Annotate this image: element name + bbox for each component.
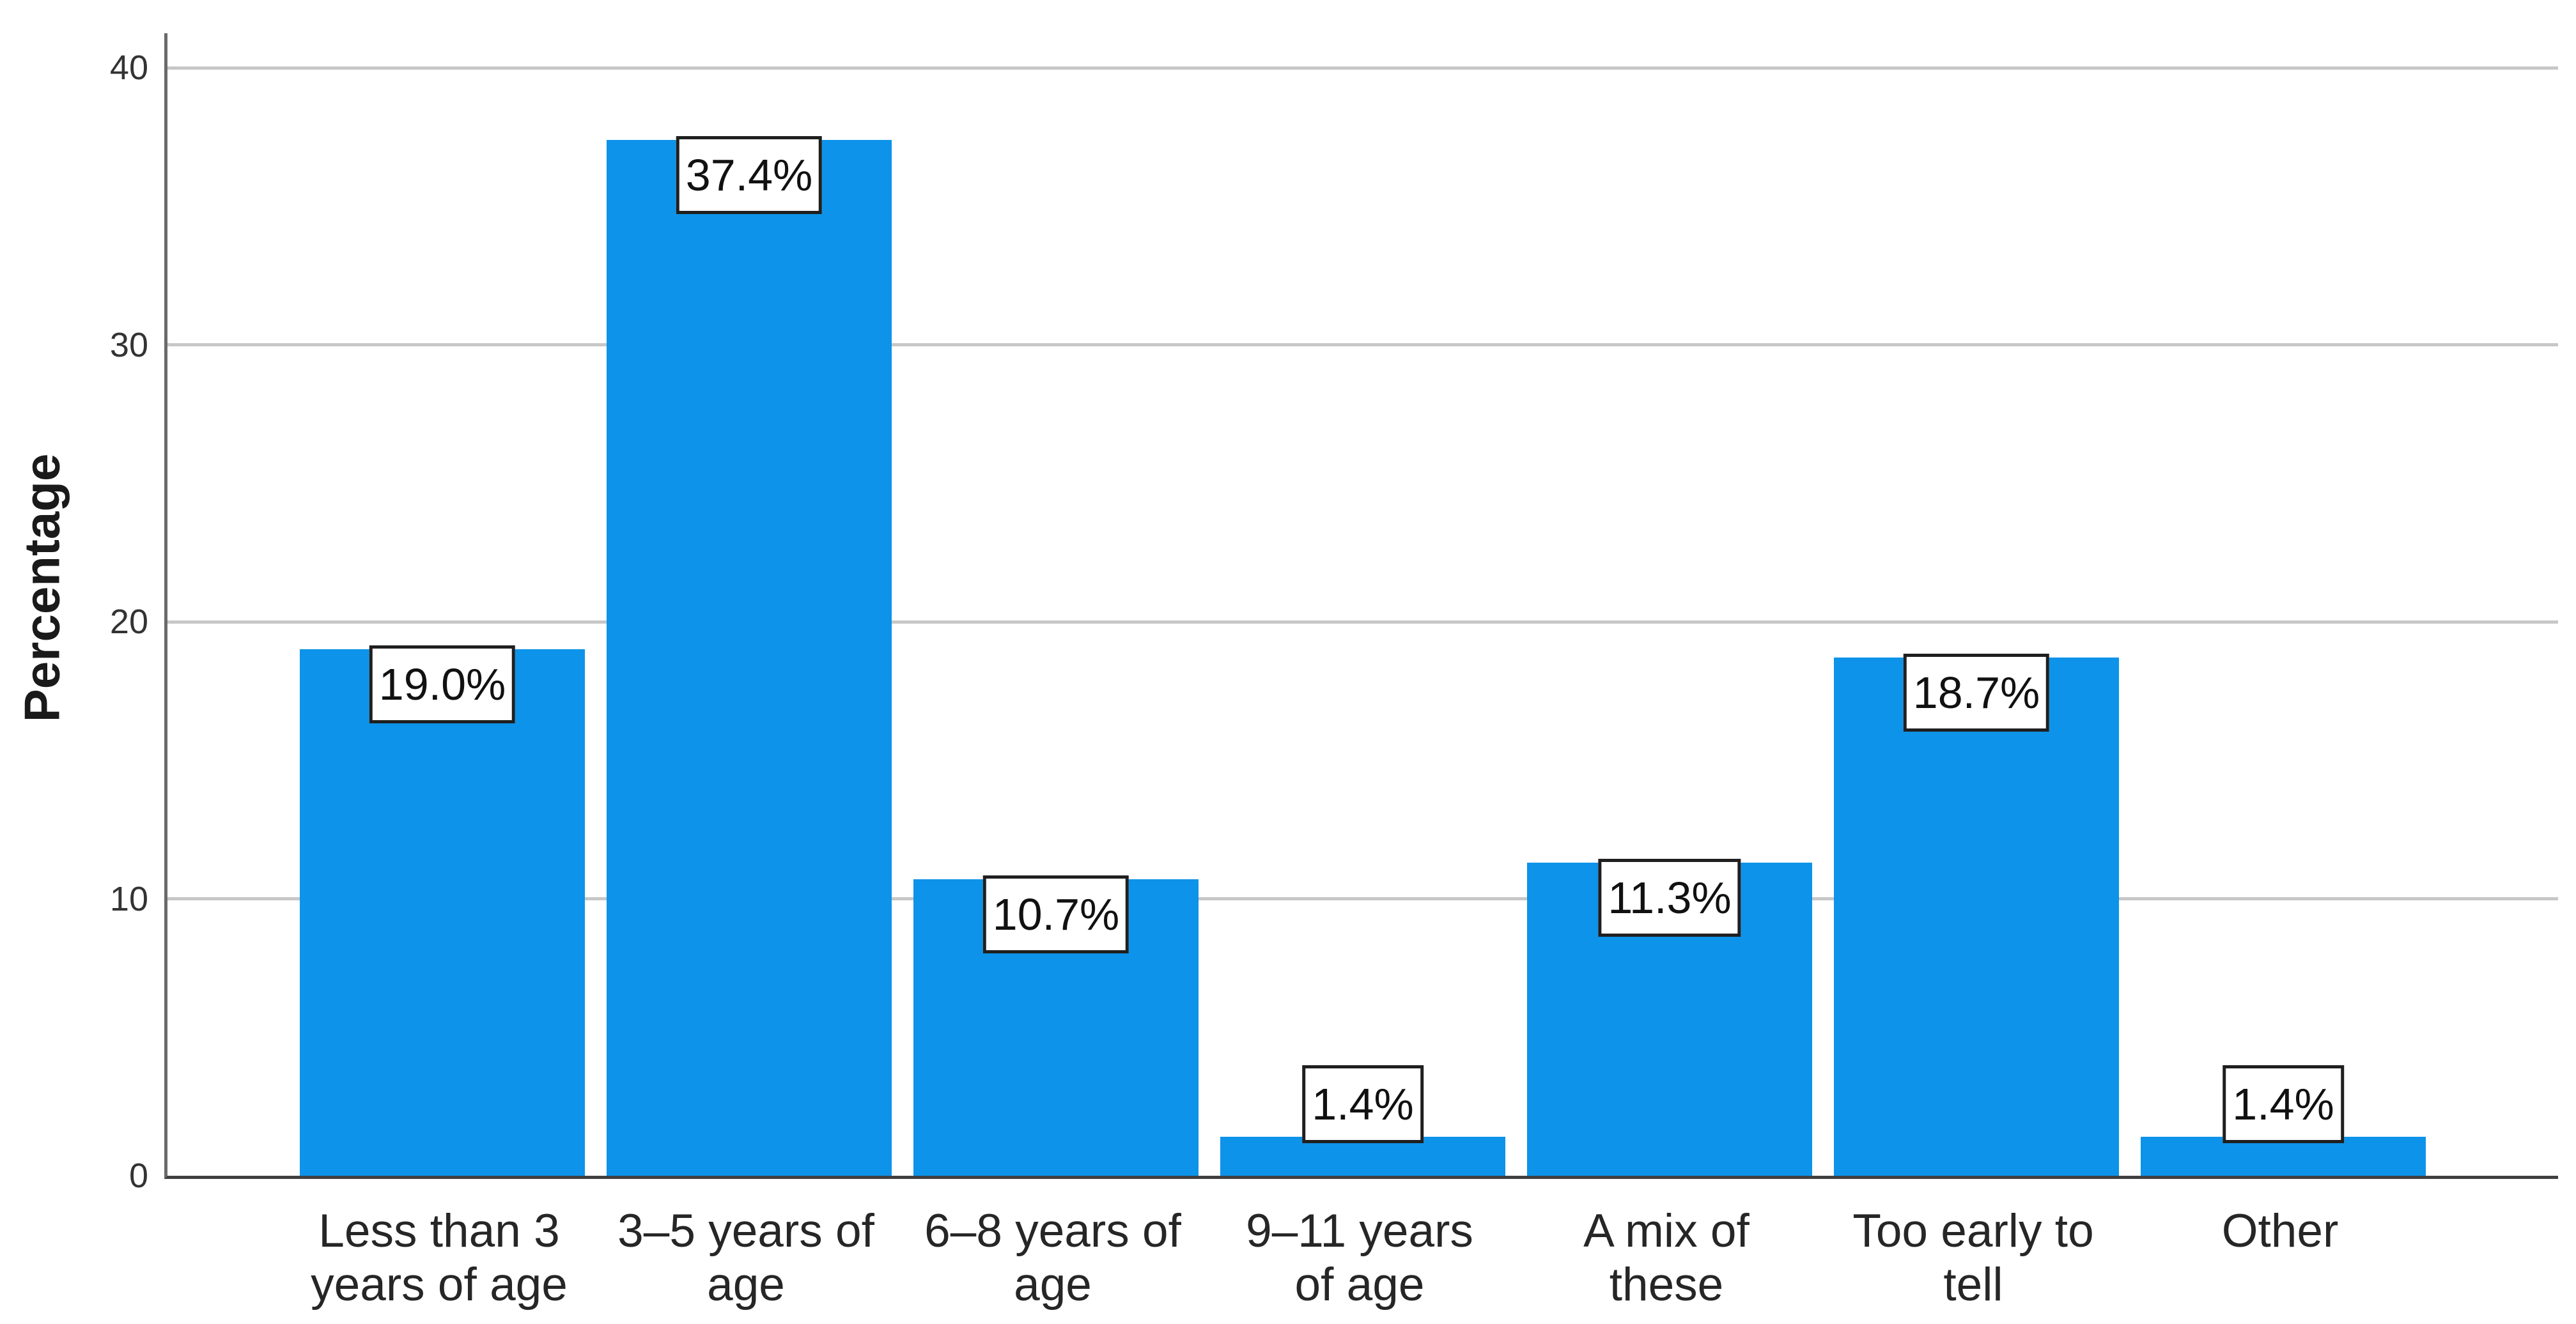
value-label: 18.7% <box>1903 654 2050 732</box>
bar-slot: 11.3% <box>1516 33 1823 1176</box>
bar-slot: 1.4% <box>2130 33 2437 1176</box>
y-tick-label-20: 20 <box>109 603 148 641</box>
x-category-label: 6–8 years of age <box>924 1205 1181 1311</box>
bar-layer: 19.0% 37.4% 10.7% 1.4% 11.3% 18.7% 1.4% <box>167 33 2558 1176</box>
bar-slot: 19.0% <box>289 33 596 1176</box>
gridline-20 <box>167 620 2558 624</box>
gridline-30 <box>167 343 2558 346</box>
value-label: 10.7% <box>982 875 1129 954</box>
value-label: 11.3% <box>1598 859 1741 937</box>
bar-1 <box>299 649 586 1176</box>
plot-area: 19.0% 37.4% 10.7% 1.4% 11.3% 18.7% 1.4% <box>164 33 2558 1179</box>
gridline-40 <box>167 66 2558 70</box>
value-label: 1.4% <box>2223 1065 2344 1144</box>
value-label: 1.4% <box>1302 1065 1424 1144</box>
bar-7 <box>2140 1137 2426 1176</box>
x-category-label: Other <box>2221 1205 2339 1257</box>
gridline-10 <box>167 897 2558 900</box>
y-tick-label-10: 10 <box>109 879 148 918</box>
x-category-label: A mix of these <box>1583 1205 1750 1311</box>
bar-slot: 1.4% <box>1209 33 1516 1176</box>
y-tick-label-40: 40 <box>109 49 148 87</box>
y-axis-title: Percentage <box>13 453 70 723</box>
y-tick-label-0: 0 <box>128 1157 148 1195</box>
bar-4 <box>1220 1137 1506 1176</box>
bar-6 <box>1833 658 2120 1176</box>
x-category-label: 9–11 years of age <box>1246 1205 1473 1311</box>
bar-slot: 10.7% <box>903 33 1209 1176</box>
bar-slot: 18.7% <box>1823 33 2130 1176</box>
x-axis-category-labels: Less than 3 years of age 3–5 years of age… <box>164 1205 2555 1312</box>
y-tick-label-30: 30 <box>109 325 148 364</box>
value-label: 37.4% <box>676 135 823 214</box>
x-category-label: Less than 3 years of age <box>311 1205 568 1311</box>
x-category-label: 3–5 years of age <box>617 1205 874 1311</box>
bar-slot: 37.4% <box>596 33 903 1176</box>
value-label: 19.0% <box>369 645 516 724</box>
x-category-label: Too early to tell <box>1852 1205 2094 1311</box>
bar-2 <box>606 139 892 1176</box>
